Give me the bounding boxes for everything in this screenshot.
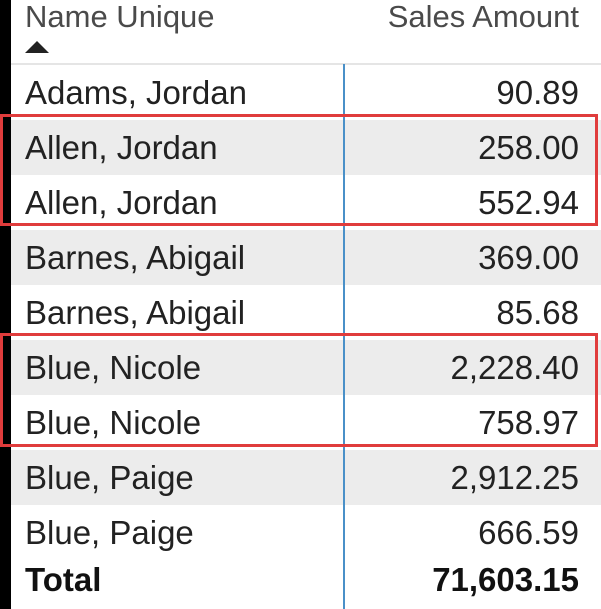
table-row[interactable]: Allen, Jordan 552.94 bbox=[11, 175, 601, 230]
sales-amount-cell: 666.59 bbox=[478, 514, 579, 551]
table-body: Adams, Jordan 90.89 Allen, Jordan 258.00… bbox=[11, 65, 601, 604]
table-row[interactable]: Barnes, Abigail 369.00 bbox=[11, 230, 601, 285]
table-row[interactable]: Blue, Nicole 758.97 bbox=[11, 395, 601, 450]
sales-amount-cell: 85.68 bbox=[496, 294, 579, 331]
name-cell: Allen, Jordan bbox=[25, 184, 218, 221]
table-row[interactable]: Adams, Jordan 90.89 bbox=[11, 65, 601, 120]
header-divider bbox=[11, 63, 601, 65]
table-row[interactable]: Blue, Nicole 2,228.40 bbox=[11, 340, 601, 395]
table-visual: Name Unique Sales Amount Adams, Jordan 9… bbox=[11, 0, 601, 609]
column-header-name-unique[interactable]: Name Unique bbox=[25, 0, 215, 34]
name-cell: Blue, Nicole bbox=[25, 404, 202, 441]
table-row[interactable]: Allen, Jordan 258.00 bbox=[11, 120, 601, 175]
sales-amount-cell: 552.94 bbox=[478, 184, 579, 221]
name-cell: Blue, Paige bbox=[25, 514, 194, 551]
total-amount: 71,603.15 bbox=[432, 561, 579, 598]
name-cell: Barnes, Abigail bbox=[25, 239, 246, 276]
name-cell: Blue, Paige bbox=[25, 459, 194, 496]
sales-amount-cell: 2,228.40 bbox=[450, 349, 579, 386]
sales-amount-cell: 2,912.25 bbox=[450, 459, 579, 496]
table-row[interactable]: Barnes, Abigail 85.68 bbox=[11, 285, 601, 340]
column-separator bbox=[343, 64, 345, 609]
total-label: Total bbox=[25, 561, 102, 598]
sales-amount-cell: 258.00 bbox=[478, 129, 579, 166]
sales-amount-cell: 90.89 bbox=[496, 74, 579, 111]
sales-amount-cell: 758.97 bbox=[478, 404, 579, 441]
table-row[interactable]: Blue, Paige 666.59 bbox=[11, 505, 601, 560]
table-row[interactable]: Blue, Paige 2,912.25 bbox=[11, 450, 601, 505]
name-cell: Blue, Nicole bbox=[25, 349, 202, 386]
name-cell: Barnes, Abigail bbox=[25, 294, 246, 331]
name-cell: Adams, Jordan bbox=[25, 74, 247, 111]
sort-ascending-icon[interactable] bbox=[25, 41, 49, 53]
total-row: Total 71,603.15 bbox=[11, 560, 601, 604]
column-header-sales-amount[interactable]: Sales Amount bbox=[387, 0, 579, 34]
name-cell: Allen, Jordan bbox=[25, 129, 218, 166]
sales-amount-cell: 369.00 bbox=[478, 239, 579, 276]
